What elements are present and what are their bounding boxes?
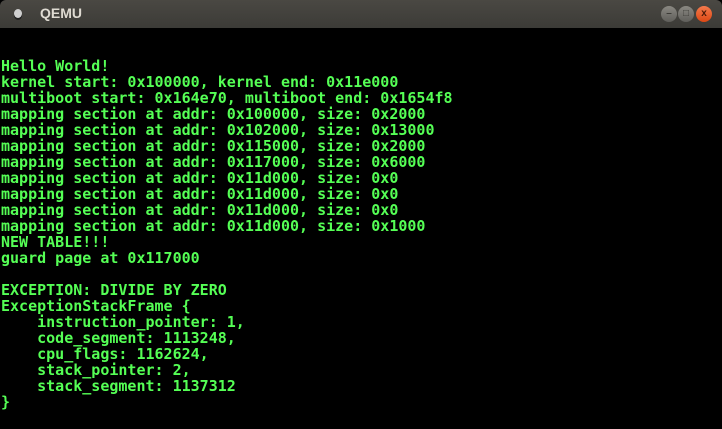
terminal-line: instruction_pointer: 1, xyxy=(1,313,245,331)
terminal-line: mapping section at addr: 0x11d000, size:… xyxy=(1,217,426,235)
terminal-line: Hello World! xyxy=(1,57,110,75)
terminal-line: mapping section at addr: 0x11d000, size:… xyxy=(1,201,399,219)
maximize-button[interactable]: □ xyxy=(678,6,694,22)
minimize-button[interactable]: – xyxy=(661,6,677,22)
qemu-app-icon xyxy=(14,9,22,18)
terminal-line: guard page at 0x117000 xyxy=(1,249,200,267)
window-title: QEMU xyxy=(40,5,82,21)
vm-display[interactable]: Hello World! kernel start: 0x100000, kern… xyxy=(0,28,722,429)
terminal-line: } xyxy=(1,393,11,411)
terminal-line: stack_pointer: 2, xyxy=(1,361,191,379)
terminal-line: ExceptionStackFrame { xyxy=(1,297,191,315)
terminal-line: code_segment: 1113248, xyxy=(1,329,236,347)
terminal-line: mapping section at addr: 0x117000, size:… xyxy=(1,153,426,171)
terminal-line: EXCEPTION: DIVIDE BY ZERO xyxy=(1,281,227,299)
terminal-line: mapping section at addr: 0x102000, size:… xyxy=(1,121,435,139)
terminal-line: mapping section at addr: 0x11d000, size:… xyxy=(1,169,399,187)
terminal-line: NEW TABLE!!! xyxy=(1,233,110,251)
terminal-line xyxy=(1,266,453,282)
terminal-line: multiboot start: 0x164e70, multiboot end… xyxy=(1,89,453,107)
terminal-line: mapping section at addr: 0x115000, size:… xyxy=(1,137,426,155)
close-button[interactable]: x xyxy=(696,6,712,22)
terminal-line: kernel start: 0x100000, kernel end: 0x11… xyxy=(1,73,399,91)
terminal-line: stack_segment: 1137312 xyxy=(1,377,236,395)
terminal-line: mapping section at addr: 0x100000, size:… xyxy=(1,105,426,123)
title-bar[interactable]: QEMU – □ x xyxy=(0,0,722,28)
terminal-line: cpu_flags: 1162624, xyxy=(1,345,209,363)
terminal-line: mapping section at addr: 0x11d000, size:… xyxy=(1,185,399,203)
terminal-output: Hello World! kernel start: 0x100000, kern… xyxy=(1,58,453,410)
